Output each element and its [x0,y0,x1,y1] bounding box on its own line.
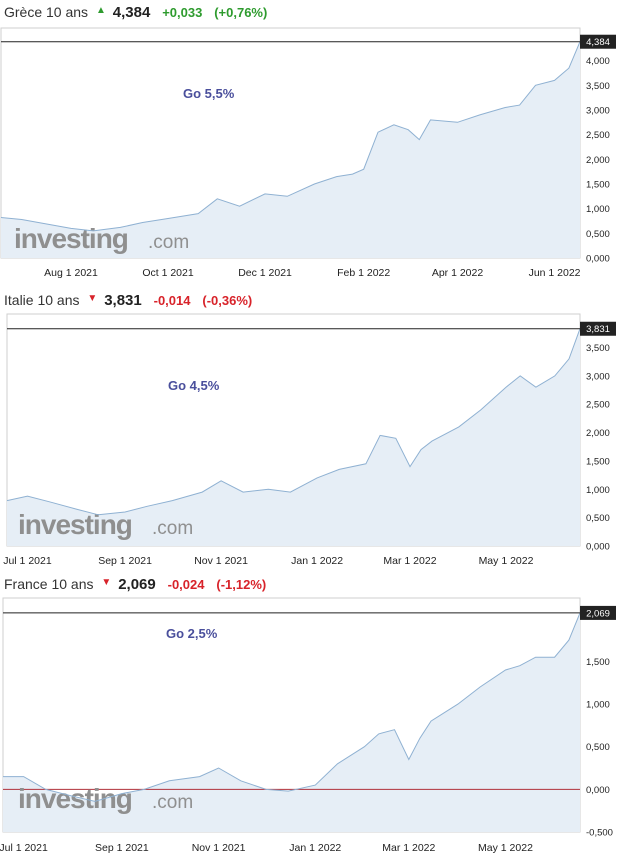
y-tick-label: -0,500 [586,828,613,839]
series-area [7,328,580,546]
y-tick-label: 0,000 [586,254,610,265]
x-tick-label: Sep 1 2021 [98,555,152,567]
last-value-badge-label: 2,069 [586,608,610,619]
x-tick-label: Jan 1 2022 [289,842,341,854]
investing-logo: investing [14,223,128,254]
y-tick-label: 1,000 [586,204,610,215]
chart-panel-italy: Italie 10 ans ▼ 3,831 -0,014 (-0,36%) in… [0,288,624,574]
instrument-name[interactable]: France 10 ans [4,576,94,592]
change-percent: (+0,76%) [214,5,268,20]
y-tick-label: 0,500 [586,742,610,753]
y-tick-label: 1,000 [586,700,610,711]
y-tick-label: 1,500 [586,456,610,467]
last-value-badge [580,605,616,620]
x-tick-label: Jul 1 2021 [3,555,52,567]
line-chart[interactable]: investing .com 0,000 0,500 1,000 1,500 2,000 2,… [0,26,624,288]
y-tick-label: 0,500 [586,229,610,240]
y-tick-label: 1,000 [586,485,610,496]
y-tick-label: 4,000 [586,56,610,67]
x-tick-label: Jun 1 2022 [529,267,581,279]
arrow-up-icon: ▲ [95,5,106,16]
x-tick-label: Oct 1 2021 [142,267,194,279]
change-percent: (-1,12%) [216,577,267,592]
last-value-badge [580,321,616,336]
y-tick-label: 2,000 [586,428,610,439]
x-tick-label: Aug 1 2021 [44,267,98,279]
x-tick-label: Jan 1 2022 [291,555,343,567]
x-tick-label: Nov 1 2021 [194,555,248,567]
investing-logo-suffix: .com [152,518,193,539]
series-area [3,612,580,832]
arrow-down-icon: ▼ [87,293,98,304]
y-tick-label: 3,500 [586,81,610,92]
x-tick-label: May 1 2022 [478,842,533,854]
x-tick-label: Sep 1 2021 [95,842,149,854]
last-value-badge-label: 3,831 [586,324,610,335]
x-tick-label: Apr 1 2022 [432,267,484,279]
change-value: -0,024 [167,577,205,592]
instrument-name[interactable]: Italie 10 ans [4,292,80,308]
y-tick-label: 2,500 [586,130,610,141]
y-tick-label: 2,500 [586,400,610,411]
chart-annotation: Go 2,5% [166,626,218,641]
instrument-name[interactable]: Grèce 10 ans [4,4,89,20]
y-tick-label: 3,500 [586,343,610,354]
last-value-badge-label: 4,384 [586,37,610,48]
chart-panel-greece: Grèce 10 ans ▲ 4,384 +0,033 (+0,76%) inv… [0,0,624,288]
line-chart[interactable]: investing .com -0,500 0,000 0,500 1,000 1,500 J… [0,596,624,864]
chart-annotation: Go 4,5% [168,378,220,393]
x-tick-label: Feb 1 2022 [337,267,390,279]
change-percent: (-0,36%) [202,293,253,308]
y-tick-label: 0,000 [586,785,610,796]
x-tick-label: Dec 1 2021 [238,267,292,279]
x-tick-label: Nov 1 2021 [192,842,246,854]
last-price: 3,831 [104,292,142,309]
series-line [3,612,581,802]
investing-logo: investing [18,509,132,540]
series-line [6,328,581,516]
x-tick-label: Jul 1 2021 [0,842,48,854]
y-tick-label: 1,500 [586,180,610,191]
last-price: 4,384 [112,4,151,21]
y-tick-label: 1,500 [586,657,610,668]
investing-logo-suffix: .com [148,232,189,253]
last-value-badge [580,34,616,49]
x-tick-label: May 1 2022 [479,555,534,567]
chart-annotation: Go 5,5% [183,86,235,101]
y-tick-label: 2,000 [586,155,610,166]
y-tick-label: 3,000 [586,106,610,117]
series-line [0,41,581,232]
change-value: +0,033 [162,5,203,20]
arrow-down-icon: ▼ [101,577,112,588]
chart-panel-france: France 10 ans ▼ 2,069 -0,024 (-1,12%) in… [0,572,624,864]
x-tick-label: Mar 1 2022 [383,555,436,567]
line-chart[interactable]: investing .com 0,000 0,500 1,000 1,500 2,000 2,… [0,312,624,574]
y-tick-label: 3,000 [586,371,610,382]
y-tick-label: 0,000 [586,542,610,553]
investing-logo-suffix: .com [152,792,193,813]
quote-header: Grèce 10 ans ▲ 4,384 +0,033 (+0,76%) [4,0,275,24]
last-price: 2,069 [118,576,156,593]
investing-logo: investing [18,783,132,814]
quote-header: Italie 10 ans ▼ 3,831 -0,014 (-0,36%) [4,288,260,312]
series-area [1,41,580,259]
quote-header: France 10 ans ▼ 2,069 -0,024 (-1,12%) [4,572,274,596]
x-tick-label: Mar 1 2022 [382,842,435,854]
change-value: -0,014 [153,293,191,308]
y-tick-label: 0,500 [586,513,610,524]
